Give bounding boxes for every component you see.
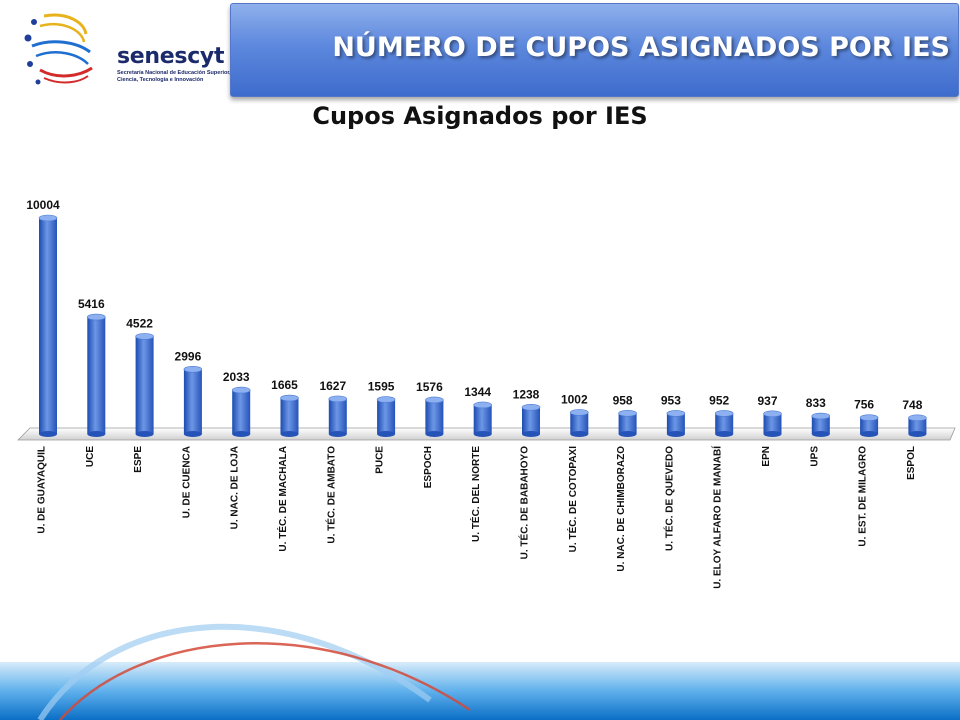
- bar: [666, 410, 686, 437]
- bar: [569, 409, 589, 437]
- bar-value-label: 1627: [319, 379, 346, 393]
- category-tick-label: U. TÉC. DE BABAHOYO: [518, 446, 531, 560]
- bar-value-label: 4522: [126, 316, 153, 330]
- category-tick-label: U. DE GUAYAQUIL: [37, 446, 48, 534]
- category-tick-label: PUCE: [375, 446, 386, 474]
- category-tick-label: EPN: [761, 446, 772, 467]
- bar-value-label: 2996: [175, 349, 202, 363]
- bar: [763, 410, 782, 437]
- bar: [376, 396, 396, 437]
- bar-value-label: 1595: [368, 380, 395, 394]
- bar-value-label: 5416: [78, 297, 105, 311]
- title-banner: NÚMERO DE CUPOS ASIGNADOS POR IES: [230, 3, 959, 97]
- bar: [859, 414, 879, 437]
- logo-subtitle-line1: Secretaría Nacional de Educación Superio…: [117, 70, 231, 76]
- category-tick-label: U. NAC. DE CHIMBORAZO: [616, 446, 627, 572]
- logo-subtitle-line2: Ciencia, Tecnología e Innovación: [117, 77, 204, 83]
- category-tick-label: U. EST. DE MILAGRO: [858, 446, 869, 547]
- bar: [183, 366, 203, 437]
- bar-value-label: 952: [709, 393, 729, 407]
- bar-value-label: 748: [902, 398, 922, 412]
- bar: [38, 214, 58, 437]
- bar-value-label: 958: [613, 393, 633, 407]
- logo-swirl-icon: [24, 13, 93, 85]
- bar-value-label: 2033: [223, 370, 250, 384]
- footer-band: [0, 662, 960, 720]
- bar: [714, 410, 734, 437]
- bar: [618, 410, 637, 437]
- category-tick-label: U. TÉC. DE MACHALA: [276, 446, 289, 552]
- bar-value-label: 937: [757, 394, 777, 408]
- bar-value-label: 833: [806, 396, 826, 410]
- category-tick-label: ESPOL: [906, 446, 917, 480]
- bar-value-label: 1665: [271, 378, 298, 392]
- bar: [87, 313, 106, 437]
- category-tick-label: UPS: [809, 446, 820, 467]
- category-tick-label: U. TÉC. DE COTOPAXI: [566, 446, 579, 553]
- category-tick-label: U. TÉC. DE AMBATO: [324, 446, 337, 544]
- bar-value-label: 1576: [416, 380, 443, 394]
- category-tick-label: UCE: [85, 446, 96, 467]
- bar: [135, 333, 154, 437]
- bar-value-label: 1238: [513, 387, 540, 401]
- chart-title: Cupos Asignados por IES: [312, 102, 648, 130]
- bar: [473, 401, 493, 437]
- bar: [231, 386, 251, 437]
- bar-value-label: 1002: [561, 392, 588, 406]
- category-tick-label: ESPOCH: [423, 446, 434, 488]
- bar: [908, 414, 927, 437]
- bar: [425, 396, 444, 437]
- bar: [811, 412, 831, 437]
- footer-arc-red: [59, 642, 471, 720]
- bar: [328, 395, 348, 437]
- logo-wordmark: senescyt: [117, 44, 225, 69]
- bar: [280, 394, 299, 437]
- senescyt-logo: senescyt Secretaría Nacional de Educació…: [22, 8, 231, 88]
- category-tick-label: U. ELOY ALFARO DE MANABÍ: [711, 446, 724, 589]
- bar-value-label: 10004: [26, 198, 60, 212]
- category-tick-label: U. NAC. DE LOJA: [230, 446, 241, 529]
- bar-value-label: 1344: [464, 385, 491, 399]
- category-tick-label: U. DE CUENCA: [181, 446, 192, 518]
- slide-title: NÚMERO DE CUPOS ASIGNADOS POR IES: [332, 32, 950, 63]
- category-tick-label: ESPE: [133, 446, 144, 473]
- bar-value-label: 953: [661, 393, 681, 407]
- bar: [521, 403, 541, 437]
- category-tick-label: U. TÉC. DE QUEVEDO: [662, 446, 675, 551]
- category-tick-label: U. TÉC. DEL NORTE: [469, 446, 482, 542]
- footer-arc-blue: [37, 623, 432, 720]
- bar-value-label: 756: [854, 398, 874, 412]
- footer-decoration: [0, 623, 960, 720]
